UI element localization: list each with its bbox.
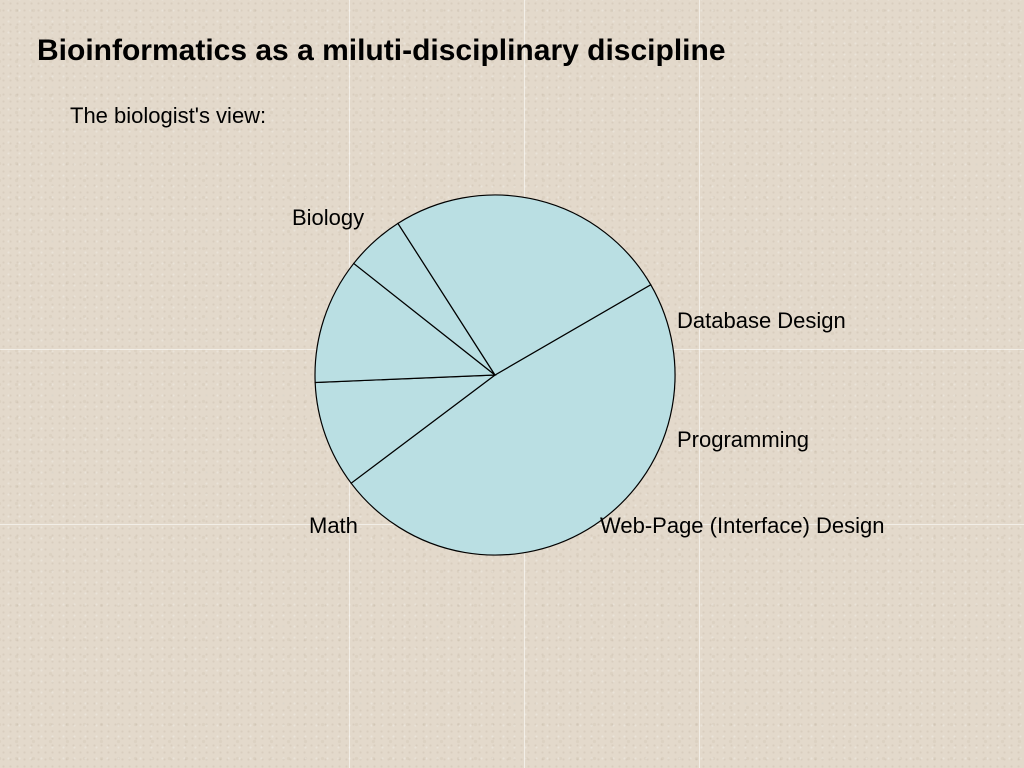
slide-subtitle: The biologist's view: [70, 103, 267, 128]
pie-label-math: Math [309, 513, 358, 538]
pie-slice-math [397, 194, 652, 376]
pie-label-biology: Biology [292, 205, 364, 230]
pie-slices [314, 194, 676, 556]
background-gridline [699, 0, 700, 768]
pie-slice-database-design [314, 374, 497, 485]
pie-label-web-page-interface-design: Web-Page (Interface) Design [600, 513, 885, 538]
pie-slice-programming [314, 262, 497, 384]
pie-label-programming: Programming [677, 427, 809, 452]
pie-label-database-design: Database Design [677, 308, 846, 333]
pie-labels: Biology Database Design Programming Web-Pag… [292, 205, 885, 538]
slide-title: Bioinformatics as a miluti-disciplinary … [37, 34, 726, 67]
pie-slice-biology [350, 283, 676, 556]
